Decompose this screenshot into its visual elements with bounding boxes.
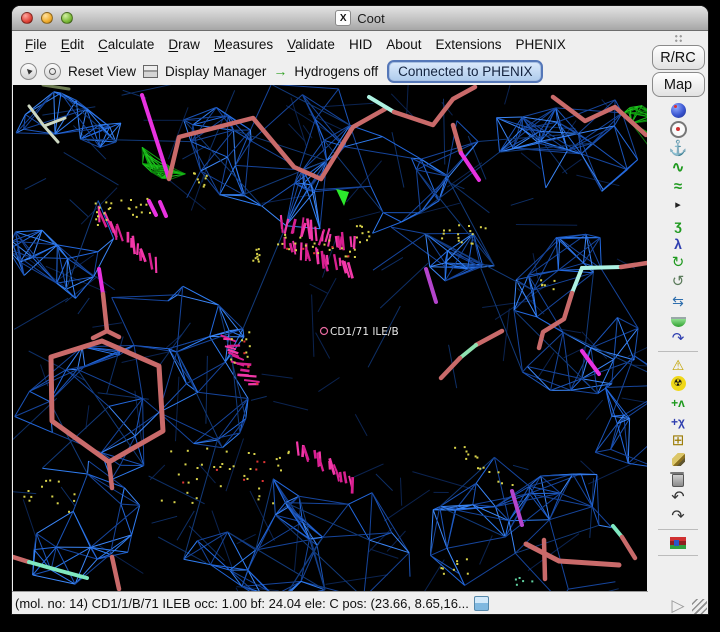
x11-icon: X [335, 10, 352, 26]
view-sphere-icon[interactable] [665, 102, 691, 119]
menu-extensions[interactable]: Extensions [435, 36, 502, 52]
menu-phenix[interactable]: PHENIX [515, 36, 566, 52]
regularize-icon[interactable]: ≈ [673, 178, 683, 195]
jed-flip-icon[interactable]: ↷ [671, 330, 685, 347]
panel-separator [658, 351, 698, 352]
right-tool-panel: R/RC Map ⚓ ∿ ≈ ▸ ʒ λ ↻ ↺ ⇆ ↷ ⚠ ☢ +ʌ +χ ⊞ ↶ ↷ ▷ [648, 31, 708, 614]
panel-separator [658, 529, 698, 530]
menu-calculate[interactable]: Calculate [98, 36, 155, 52]
rotamers-icon[interactable]: ↻ [671, 254, 685, 271]
delete-item-icon [670, 471, 684, 487]
torsion-general-icon[interactable]: ⇆ [672, 292, 684, 309]
main-toolbar: ▶ Reset View Display Manager → Hydrogens… [12, 57, 648, 85]
add-terminal-residue-icon[interactable]: ⚠ [671, 356, 685, 373]
mutate-residue-icon: ☢ [670, 376, 686, 391]
undo-icon[interactable]: ↶ [671, 488, 685, 506]
rotate-translate-icon[interactable]: λ [674, 235, 682, 252]
menu-bar: File Edit Calculate Draw Measures Validate HID… [12, 31, 648, 57]
dot-icon [49, 67, 56, 75]
edit-chi-angles-icon[interactable]: ↺ [671, 273, 685, 290]
panel-separator [658, 555, 698, 556]
recentre-icon [669, 121, 687, 138]
ligand-builder-icon [670, 536, 686, 549]
menu-draw[interactable]: Draw [168, 36, 200, 52]
simple-mutate-brush-icon [671, 453, 685, 466]
coot-window: X Coot File Edit Calculate Draw Measures Vali… [12, 6, 708, 614]
arrow-icon: ▶ [24, 66, 34, 76]
expander-triangle-icon[interactable]: ▸ [675, 199, 681, 211]
map-button[interactable]: Map [651, 72, 705, 97]
display-manager-icon [143, 64, 159, 78]
hydrogens-arrow-icon: → [273, 63, 288, 79]
modelling-icon-stack: ⚓ ∿ ≈ ▸ ʒ λ ↻ ↺ ⇆ ↷ ⚠ ☢ +ʌ +χ ⊞ ↶ ↷ [658, 101, 698, 559]
anchor-icon[interactable]: ⚓ [668, 140, 688, 157]
simple-mutate-brush-icon[interactable] [665, 451, 691, 468]
minimize-button[interactable] [41, 12, 53, 24]
reset-view-button[interactable]: Reset View [68, 63, 137, 79]
run-script-icon[interactable]: ▷ [671, 596, 685, 614]
side-chain-180-icon [670, 317, 686, 327]
molecular-viewport[interactable]: CD1/71 ILE/B [12, 53, 681, 614]
add-alt-conf-icon[interactable]: +ʌ [671, 395, 685, 410]
title-bar[interactable]: X Coot [12, 6, 708, 31]
status-bar: (mol. no: 14) CD1/1/B/71 ILEB occ: 1.00 … [12, 591, 648, 614]
menu-about[interactable]: About [386, 36, 422, 52]
add-atom-icon[interactable]: +χ [671, 414, 685, 429]
pointer-atom-icon[interactable]: ⊞ [671, 432, 685, 449]
zoom-button[interactable] [61, 12, 73, 24]
title-center: X Coot [12, 6, 708, 30]
toolbar-overflow-button[interactable]: ▶ [20, 62, 37, 80]
ligand-builder-icon[interactable] [665, 534, 691, 551]
menu-file[interactable]: File [25, 36, 47, 52]
real-space-refine-icon[interactable]: ∿ [671, 159, 685, 176]
close-button[interactable] [21, 12, 33, 24]
side-chain-180-icon[interactable] [665, 311, 691, 328]
window-resize-grip[interactable] [692, 599, 707, 614]
atom-label: CD1/71 ILE/B [330, 326, 399, 338]
redo-icon[interactable]: ↷ [671, 507, 685, 525]
window-title: Coot [357, 10, 385, 26]
rigid-body-fit-icon[interactable]: ʒ [674, 216, 682, 233]
gl-canvas-container: CD1/71 ILE/B [12, 53, 681, 614]
status-text: (mol. no: 14) CD1/1/B/71 ILEB occ: 1.00 … [15, 596, 469, 611]
recentre-icon[interactable] [665, 121, 691, 138]
view-sphere-icon [670, 103, 686, 118]
bottom-icon-stack: ▷ [665, 596, 691, 614]
hydrogens-toggle-button[interactable]: Hydrogens off [294, 63, 379, 79]
connected-to-phenix-button[interactable]: Connected to PHENIX [387, 59, 544, 83]
mutate-residue-icon[interactable]: ☢ [665, 375, 691, 392]
toolbar-radio-button[interactable] [44, 62, 61, 80]
delete-item-icon[interactable] [665, 470, 691, 487]
display-manager-button[interactable]: Display Manager [165, 63, 267, 79]
menu-edit[interactable]: Edit [60, 36, 85, 52]
panel-grip-icon[interactable] [673, 34, 683, 43]
traffic-lights [21, 12, 73, 24]
menu-validate[interactable]: Validate [287, 36, 335, 52]
rrc-button[interactable]: R/RC [651, 45, 705, 70]
menu-hid[interactable]: HID [348, 36, 373, 52]
statusbar-resize-handle[interactable] [473, 596, 489, 611]
menu-measures[interactable]: Measures [213, 36, 274, 52]
